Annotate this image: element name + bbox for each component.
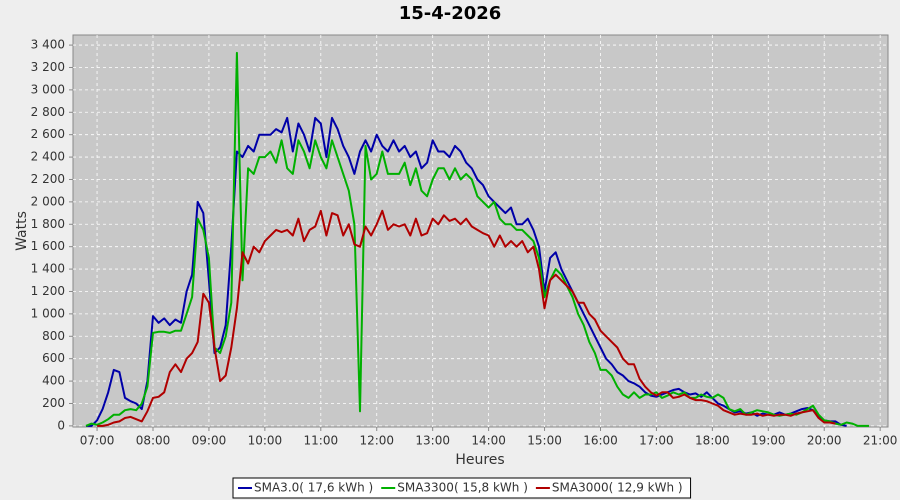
x-tick-label: 16:00 — [583, 434, 618, 448]
legend-label: SMA3000( 12,9 kWh ) — [552, 481, 683, 495]
x-tick-label: 07:00 — [80, 434, 115, 448]
y-tick-label: 2 400 — [31, 150, 65, 164]
y-tick-label: 0 — [57, 418, 65, 432]
x-tick-label: 12:00 — [359, 434, 394, 448]
y-tick-label: 800 — [42, 329, 65, 343]
x-tick-label: 13:00 — [415, 434, 450, 448]
series-line — [85, 51, 869, 427]
x-tick-label: 09:00 — [192, 434, 227, 448]
chart-title: 15-4-2026 — [399, 3, 502, 24]
x-tick-label: 08:00 — [136, 434, 171, 448]
x-tick-label: 19:00 — [751, 434, 786, 448]
x-tick-label: 21:00 — [863, 434, 898, 448]
x-tick-label: 15:00 — [527, 434, 562, 448]
y-tick-label: 600 — [42, 351, 65, 365]
x-tick-label: 20:00 — [807, 434, 842, 448]
y-tick-label: 1 800 — [31, 217, 65, 231]
y-axis-label: Watts — [14, 211, 30, 251]
legend: SMA3.0( 17,6 kWh ) SMA3300( 15,8 kWh ) SMA… — [232, 477, 692, 499]
legend-label: SMA3300( 15,8 kWh ) — [397, 481, 528, 495]
legend-label: SMA3.0( 17,6 kWh ) — [254, 481, 373, 495]
y-tick-label: 3 000 — [31, 82, 65, 96]
y-tick-label: 200 — [42, 396, 65, 410]
y-tick-label: 400 — [42, 374, 65, 388]
y-tick-label: 3 200 — [31, 60, 65, 74]
y-tick-label: 1 600 — [31, 239, 65, 253]
y-tick-label: 2 000 — [31, 194, 65, 208]
series-line — [97, 209, 836, 427]
y-tick-label: 1 400 — [31, 262, 65, 276]
y-tick-label: 2 800 — [31, 105, 65, 119]
x-tick-label: 17:00 — [639, 434, 674, 448]
legend-box — [232, 477, 692, 499]
x-tick-label: 10:00 — [248, 434, 283, 448]
x-tick-label: 18:00 — [695, 434, 730, 448]
x-tick-label: 11:00 — [304, 434, 339, 448]
x-axis-label: Heures — [455, 452, 504, 468]
x-tick-label: 14:00 — [471, 434, 506, 448]
y-tick-label: 3 400 — [31, 38, 65, 52]
y-tick-label: 1 200 — [31, 284, 65, 298]
y-tick-label: 1 000 — [31, 306, 65, 320]
y-tick-label: 2 600 — [31, 127, 65, 141]
y-tick-label: 2 200 — [31, 172, 65, 186]
